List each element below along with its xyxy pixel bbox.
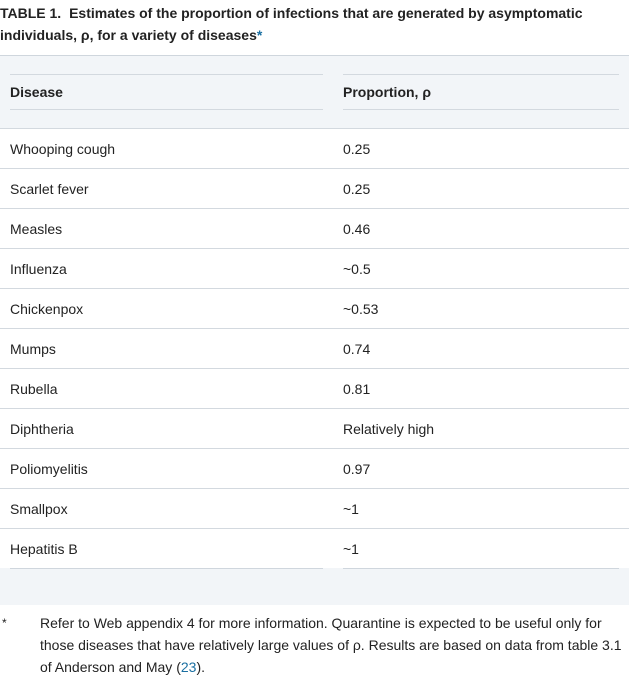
proportion-cell: 0.25 bbox=[343, 181, 371, 197]
table-body: Whooping cough 0.25 Scarlet fever 0.25 M… bbox=[0, 128, 629, 568]
table-row: Whooping cough 0.25 bbox=[0, 128, 629, 168]
table-row: Hepatitis B ~1 bbox=[0, 528, 629, 568]
footnote-link[interactable]: * bbox=[256, 27, 263, 43]
proportion-cell: 0.81 bbox=[343, 381, 371, 397]
data-table: Disease Proportion, ρ Whooping cough 0.2… bbox=[0, 55, 629, 605]
header-rule bbox=[10, 109, 323, 110]
table-row: Poliomyelitis 0.97 bbox=[0, 448, 629, 488]
proportion-cell: 0.46 bbox=[343, 221, 371, 237]
column-header-proportion: Proportion, ρ bbox=[343, 84, 431, 100]
table-footer bbox=[0, 568, 629, 605]
proportion-cell: 0.97 bbox=[343, 461, 371, 477]
footnote-marker: * bbox=[2, 616, 7, 630]
disease-cell: Mumps bbox=[10, 341, 56, 357]
proportion-cell: 0.74 bbox=[343, 341, 371, 357]
proportion-cell: ~1 bbox=[343, 501, 359, 517]
header-rule bbox=[10, 74, 323, 75]
header-rule bbox=[343, 74, 619, 75]
reference-link[interactable]: 23 bbox=[180, 659, 197, 675]
disease-cell: Chickenpox bbox=[10, 301, 84, 317]
footnote-tail: ). bbox=[196, 659, 206, 675]
table-header: Disease Proportion, ρ bbox=[0, 56, 629, 128]
disease-cell: Measles bbox=[10, 221, 63, 237]
header-rule bbox=[343, 109, 619, 110]
proportion-cell: 0.25 bbox=[343, 141, 371, 157]
footer-rule bbox=[343, 568, 619, 569]
table-row: Influenza ~0.5 bbox=[0, 248, 629, 288]
table-row: Rubella 0.81 bbox=[0, 368, 629, 408]
proportion-cell: ~0.53 bbox=[343, 301, 379, 317]
table-row: Mumps 0.74 bbox=[0, 328, 629, 368]
proportion-cell: Relatively high bbox=[343, 421, 435, 437]
table-title: Estimates of the proportion of infection… bbox=[0, 5, 583, 43]
footer-rule bbox=[10, 568, 323, 569]
disease-cell: Hepatitis B bbox=[10, 541, 78, 557]
footnote-text: Refer to Web appendix 4 for more informa… bbox=[40, 612, 629, 678]
table-row: Scarlet fever 0.25 bbox=[0, 168, 629, 208]
proportion-cell: ~0.5 bbox=[343, 261, 371, 277]
disease-cell: Poliomyelitis bbox=[10, 461, 88, 477]
table-row: Diphtheria Relatively high bbox=[0, 408, 629, 448]
table-label: TABLE 1. bbox=[0, 5, 62, 21]
disease-cell: Scarlet fever bbox=[10, 181, 89, 197]
footnote-body: Refer to Web appendix 4 for more informa… bbox=[40, 615, 622, 675]
table-caption: TABLE 1. Estimates of the proportion of … bbox=[0, 2, 629, 46]
table-row: Measles 0.46 bbox=[0, 208, 629, 248]
table-row: Smallpox ~1 bbox=[0, 488, 629, 528]
disease-cell: Whooping cough bbox=[10, 141, 116, 157]
disease-cell: Influenza bbox=[10, 261, 67, 277]
disease-cell: Diphtheria bbox=[10, 421, 74, 437]
table-row: Chickenpox ~0.53 bbox=[0, 288, 629, 328]
proportion-cell: ~1 bbox=[343, 541, 359, 557]
disease-cell: Rubella bbox=[10, 381, 58, 397]
column-header-disease: Disease bbox=[10, 84, 63, 100]
disease-cell: Smallpox bbox=[10, 501, 68, 517]
